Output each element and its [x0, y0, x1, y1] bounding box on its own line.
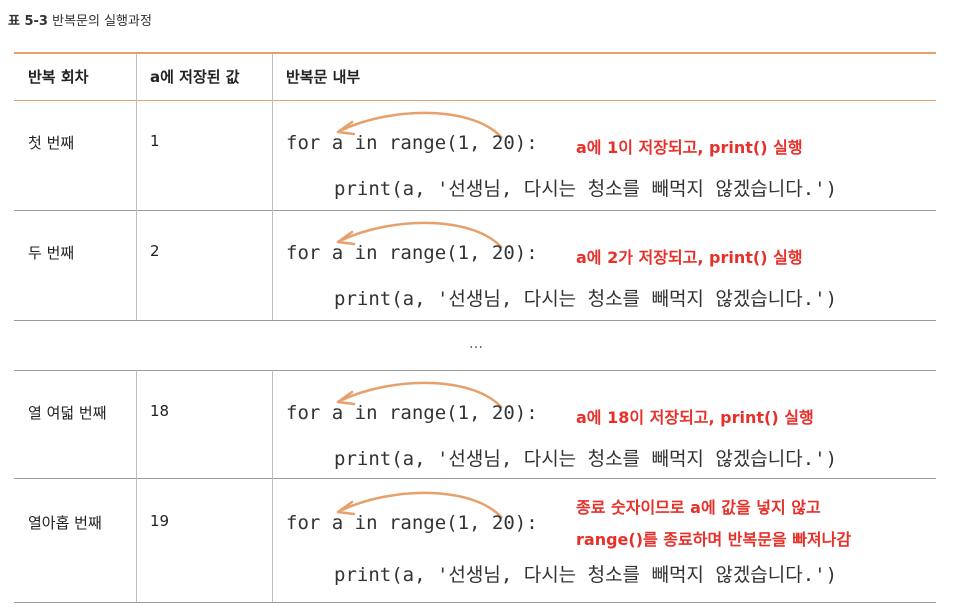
for-statement: for a in range(1, 20): [286, 132, 538, 154]
row-divider [14, 370, 936, 371]
header-value: a에 저장된 값 [150, 68, 240, 86]
print-statement: print(a, '선생님, 다시는 청소를 빼먹지 않겠습니다.') [334, 448, 838, 470]
arrow-icon [336, 491, 503, 519]
table-caption: 표 5-3 반복문의 실행과정 [8, 10, 152, 29]
table-title: 반복문의 실행과정 [52, 14, 152, 29]
table-top-rule [14, 52, 936, 54]
annotation: a에 2가 저장되고, print() 실행 [576, 248, 803, 267]
stored-value: 18 [150, 402, 170, 420]
print-statement: print(a, '선생님, 다시는 청소를 빼먹지 않겠습니다.') [334, 288, 838, 310]
row-divider [14, 320, 936, 321]
ellipsis: … [469, 336, 483, 352]
annotation-line-2: range()를 종료하며 반복문을 빠져나감 [576, 530, 852, 549]
table-bottom-rule [14, 602, 936, 603]
row-divider [14, 478, 936, 479]
arrow-icon [336, 111, 503, 139]
stored-value: 19 [150, 512, 170, 530]
column-divider [136, 54, 137, 320]
annotation: a에 1이 저장되고, print() 실행 [576, 138, 803, 157]
round-label: 첫 번째 [28, 134, 75, 152]
arrow-icon [336, 381, 503, 409]
round-label: 열아홉 번째 [28, 514, 102, 532]
row-divider [14, 210, 936, 211]
stored-value: 1 [150, 132, 160, 150]
round-label: 두 번째 [28, 244, 75, 262]
table-number: 표 5-3 [8, 14, 48, 29]
print-statement: print(a, '선생님, 다시는 청소를 빼먹지 않겠습니다.') [334, 564, 838, 586]
stored-value: 2 [150, 242, 160, 260]
header-round: 반복 회차 [28, 68, 89, 86]
for-statement: for a in range(1, 20): [286, 242, 538, 264]
for-statement: for a in range(1, 20): [286, 402, 538, 424]
annotation-line-1: 종료 숫자이므로 a에 값을 넣지 않고 [576, 498, 821, 517]
column-divider [272, 54, 273, 320]
header-loop-body: 반복문 내부 [286, 68, 361, 86]
annotation: a에 18이 저장되고, print() 실행 [576, 408, 814, 427]
column-divider [272, 370, 273, 602]
header-bottom-rule [14, 100, 936, 101]
for-statement: for a in range(1, 20): [286, 512, 538, 534]
print-statement: print(a, '선생님, 다시는 청소를 빼먹지 않겠습니다.') [334, 178, 838, 200]
round-label: 열 여덟 번째 [28, 404, 107, 422]
column-divider [136, 370, 137, 602]
arrow-icon [336, 221, 503, 249]
